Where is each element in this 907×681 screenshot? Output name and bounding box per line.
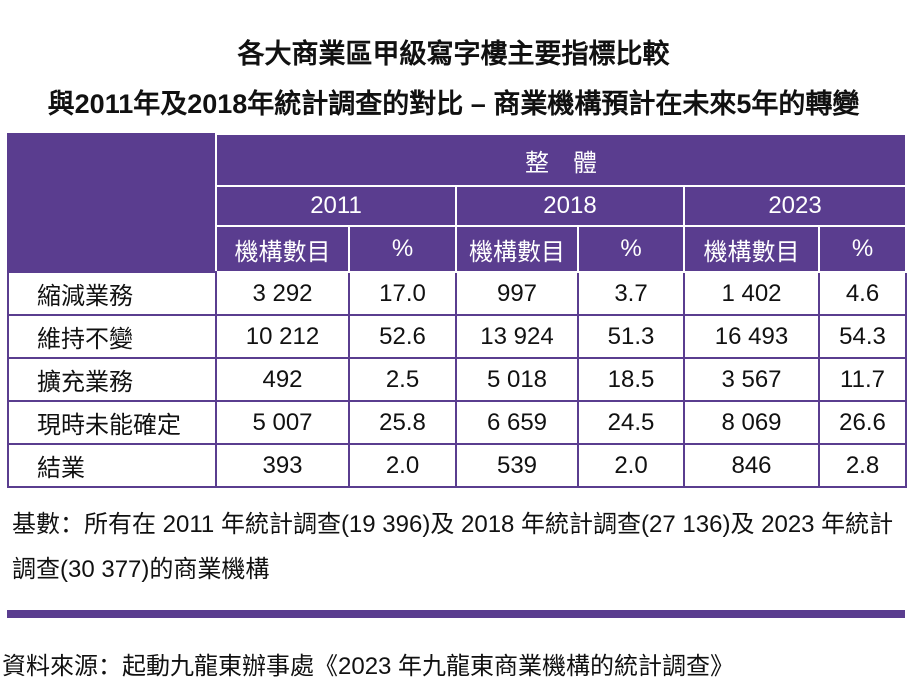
- percent-cell: 2.8: [817, 443, 907, 488]
- table-row: 結業 393 2.0 539 2.0 846 2.8: [7, 443, 907, 488]
- percent-cell: 4.6: [817, 271, 907, 316]
- year-header: 2011: [215, 185, 457, 227]
- data-table: 整 體 2011 2018 2023 機構數目% 機構數目% 機構數目% 縮減業…: [7, 133, 907, 488]
- count-cell: 5 018: [455, 357, 579, 402]
- count-cell: 3 292: [215, 271, 350, 316]
- count-cell: 16 493: [683, 314, 820, 359]
- percent-cell: 2.5: [348, 357, 457, 402]
- count-cell: 8 069: [683, 400, 820, 445]
- count-cell: 492: [215, 357, 350, 402]
- count-cell: 10 212: [215, 314, 350, 359]
- row-label: 擴充業務: [7, 357, 217, 402]
- table-row: 擴充業務 492 2.5 5 018 18.5 3 567 11.7: [7, 357, 907, 402]
- count-cell: 6 659: [455, 400, 579, 445]
- count-header: 機構數目: [215, 225, 350, 273]
- count-cell: 539: [455, 443, 579, 488]
- table-row: 縮減業務 3 292 17.0 997 3.7 1 402 4.6: [7, 271, 907, 316]
- percent-cell: 2.0: [348, 443, 457, 488]
- count-cell: 846: [683, 443, 820, 488]
- percent-cell: 11.7: [817, 357, 907, 402]
- table-row: 現時未能確定 5 007 25.8 6 659 24.5 8 069 26.6: [7, 400, 907, 445]
- count-header: 機構數目: [683, 225, 820, 273]
- percent-cell: 54.3: [817, 314, 907, 359]
- percent-cell: 24.5: [577, 400, 685, 445]
- table-row: 維持不變 10 212 52.6 13 924 51.3 16 493 54.3: [7, 314, 907, 359]
- count-cell: 13 924: [455, 314, 579, 359]
- percent-cell: 2.0: [577, 443, 685, 488]
- count-cell: 5 007: [215, 400, 350, 445]
- base-note: 基數：所有在 2011 年統計調查(19 396)及 2018 年統計調查(27…: [12, 511, 894, 583]
- corner-cell: [7, 133, 217, 273]
- percent-header: %: [348, 225, 457, 273]
- count-header: 機構數目: [455, 225, 579, 273]
- group-header: 整 體: [214, 133, 907, 187]
- percent-cell: 18.5: [577, 357, 685, 402]
- year-header: 2023: [682, 185, 907, 227]
- count-cell: 997: [455, 271, 579, 316]
- percent-cell: 25.8: [348, 400, 457, 445]
- source-text: 資料來源：起動九龍東辦事處《2023 年九龍東商業機構的統計調查》: [2, 653, 735, 680]
- count-cell: 3 567: [683, 357, 820, 402]
- percent-header: %: [577, 225, 685, 273]
- row-label: 縮減業務: [7, 271, 217, 316]
- row-label: 維持不變: [7, 314, 217, 359]
- count-cell: 393: [215, 443, 350, 488]
- percent-header: %: [817, 225, 907, 273]
- percent-cell: 3.7: [577, 271, 685, 316]
- divider-bar: [7, 610, 905, 618]
- title-line-1: 各大商業區甲級寫字樓主要指標比較: [237, 39, 670, 69]
- percent-cell: 51.3: [577, 314, 685, 359]
- year-header: 2018: [455, 185, 685, 227]
- row-label: 結業: [7, 443, 217, 488]
- count-cell: 1 402: [683, 271, 820, 316]
- percent-cell: 17.0: [348, 271, 457, 316]
- percent-cell: 52.6: [348, 314, 457, 359]
- row-label: 現時未能確定: [7, 400, 217, 445]
- percent-cell: 26.6: [817, 400, 907, 445]
- title-line-2: 與2011年及2018年統計調查的對比 – 商業機構預計在未來5年的轉變: [47, 89, 860, 119]
